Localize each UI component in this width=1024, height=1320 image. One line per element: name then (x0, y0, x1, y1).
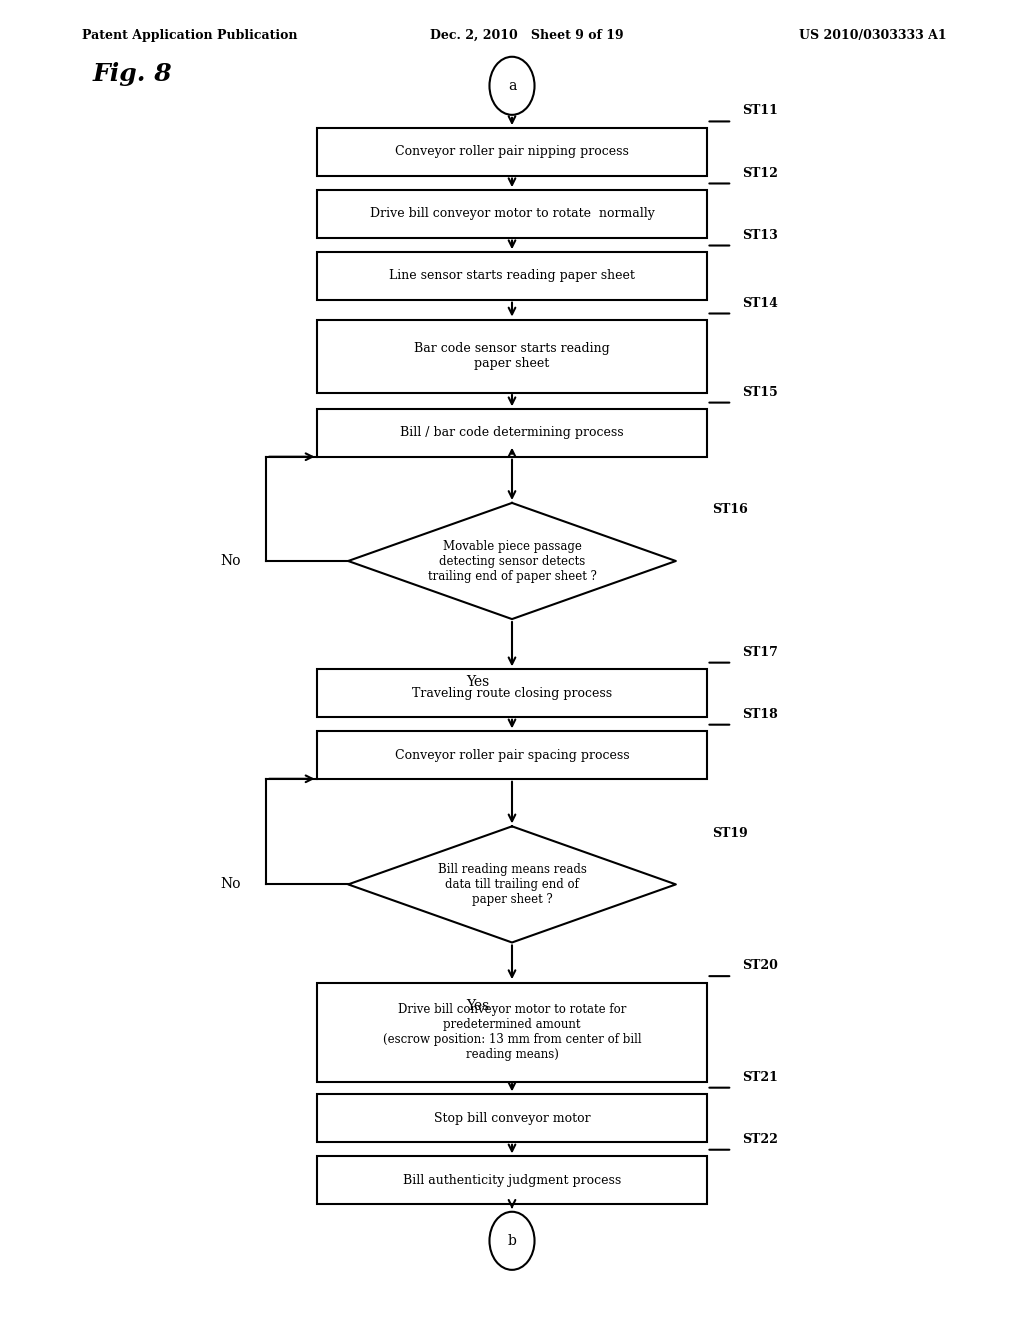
Text: a: a (508, 79, 516, 92)
Text: Drive bill conveyor motor to rotate  normally: Drive bill conveyor motor to rotate norm… (370, 207, 654, 220)
Text: ST18: ST18 (742, 708, 778, 721)
Polygon shape (348, 826, 676, 942)
FancyBboxPatch shape (317, 190, 707, 238)
Text: ST17: ST17 (742, 645, 778, 659)
Text: Bill reading means reads
data till trailing end of
paper sheet ?: Bill reading means reads data till trail… (437, 863, 587, 906)
FancyBboxPatch shape (317, 409, 707, 457)
Text: ST19: ST19 (712, 826, 748, 840)
Text: Drive bill conveyor motor to rotate for
predetermined amount
(escrow position: 1: Drive bill conveyor motor to rotate for … (383, 1003, 641, 1061)
FancyBboxPatch shape (317, 731, 707, 779)
FancyBboxPatch shape (317, 1156, 707, 1204)
Text: Yes: Yes (466, 676, 489, 689)
Text: b: b (508, 1234, 516, 1247)
Text: US 2010/0303333 A1: US 2010/0303333 A1 (799, 29, 946, 42)
Text: Bill / bar code determining process: Bill / bar code determining process (400, 426, 624, 440)
FancyBboxPatch shape (317, 128, 707, 176)
Text: ST11: ST11 (742, 104, 778, 117)
FancyBboxPatch shape (317, 252, 707, 300)
Text: ST13: ST13 (742, 228, 778, 242)
Text: Line sensor starts reading paper sheet: Line sensor starts reading paper sheet (389, 269, 635, 282)
Text: No: No (220, 554, 241, 568)
Text: ST15: ST15 (742, 385, 778, 399)
Text: Conveyor roller pair spacing process: Conveyor roller pair spacing process (394, 748, 630, 762)
Text: Conveyor roller pair nipping process: Conveyor roller pair nipping process (395, 145, 629, 158)
Text: Stop bill conveyor motor: Stop bill conveyor motor (434, 1111, 590, 1125)
Text: Movable piece passage
detecting sensor detects
trailing end of paper sheet ?: Movable piece passage detecting sensor d… (428, 540, 596, 582)
FancyBboxPatch shape (317, 982, 707, 1082)
Text: Yes: Yes (466, 999, 489, 1012)
Text: ST16: ST16 (712, 503, 748, 516)
Text: ST20: ST20 (742, 960, 778, 972)
Polygon shape (348, 503, 676, 619)
Text: Bar code sensor starts reading
paper sheet: Bar code sensor starts reading paper she… (414, 342, 610, 371)
Text: Dec. 2, 2010   Sheet 9 of 19: Dec. 2, 2010 Sheet 9 of 19 (430, 29, 624, 42)
Text: ST14: ST14 (742, 297, 778, 310)
Text: ST22: ST22 (742, 1133, 778, 1146)
Text: Bill authenticity judgment process: Bill authenticity judgment process (402, 1173, 622, 1187)
FancyBboxPatch shape (317, 319, 707, 393)
Text: Patent Application Publication: Patent Application Publication (82, 29, 297, 42)
Text: No: No (220, 878, 241, 891)
Text: ST12: ST12 (742, 166, 778, 180)
Text: Fig. 8: Fig. 8 (92, 62, 172, 86)
FancyBboxPatch shape (317, 669, 707, 717)
Text: ST21: ST21 (742, 1071, 778, 1084)
Text: Traveling route closing process: Traveling route closing process (412, 686, 612, 700)
FancyBboxPatch shape (317, 1094, 707, 1142)
